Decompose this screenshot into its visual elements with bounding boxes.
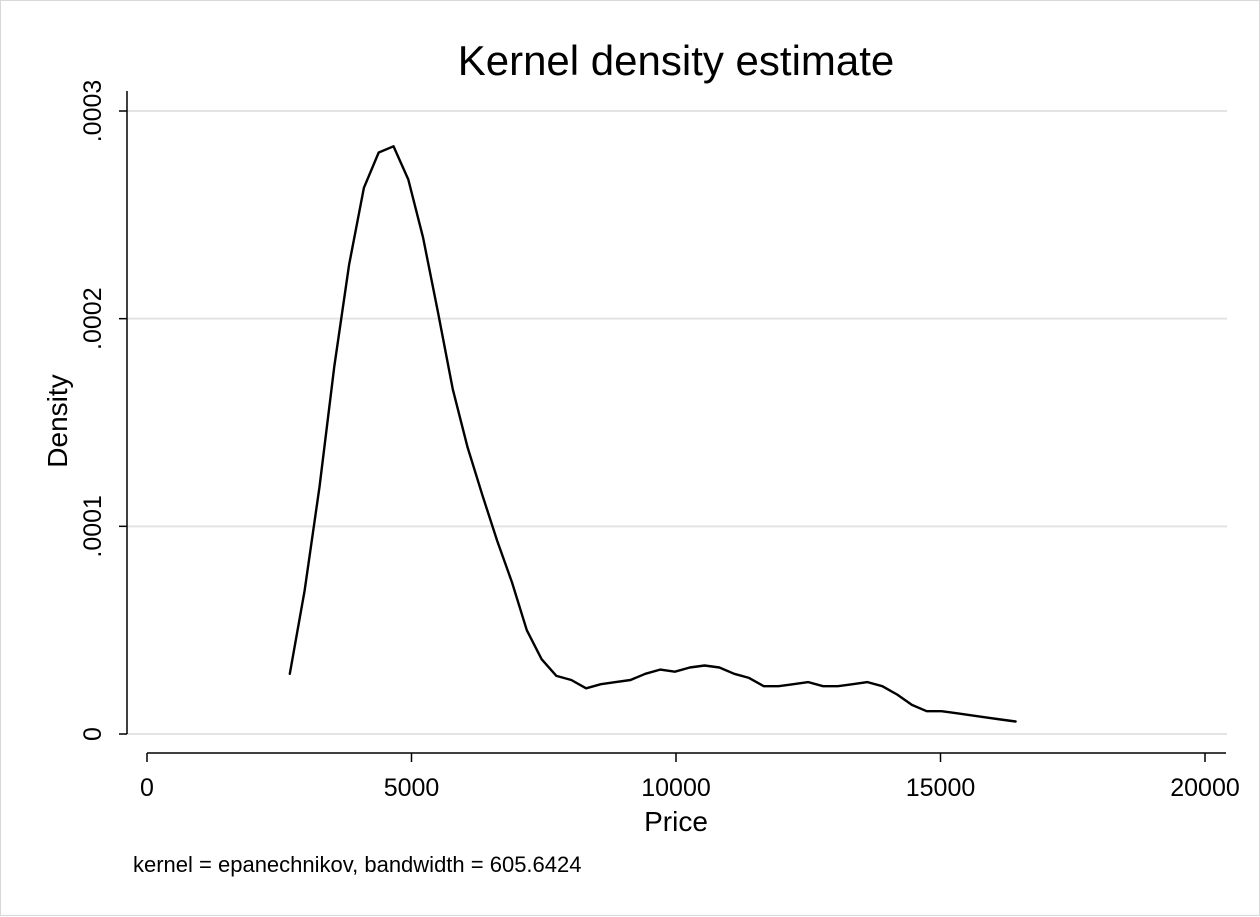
density-series — [288, 145, 1017, 723]
y-tick-label-2: .0002 — [79, 287, 107, 350]
density-line-0 — [288, 145, 1017, 723]
y-tick-label-1: .0001 — [79, 495, 107, 558]
x-tick-label-3: 15000 — [906, 774, 976, 802]
x-tick-label-1: 5000 — [384, 774, 440, 802]
x-tick-label-4: 20000 — [1170, 774, 1240, 802]
y-axis-label: Density — [42, 374, 73, 467]
y-tick-label-3: .0003 — [79, 80, 107, 143]
x-tick-label-2: 10000 — [641, 774, 711, 802]
axes — [126, 91, 1226, 754]
axis-ticks: 0 .0001 .0002 .0003 0 5000 10000 15000 20000 — [79, 80, 1240, 802]
x-axis-label: Price — [644, 806, 708, 837]
y-tick-label-0: 0 — [79, 727, 107, 741]
kernel-note: kernel = epanechnikov, bandwidth = 605.6… — [133, 852, 582, 877]
chart-title: Kernel density estimate — [458, 37, 895, 84]
grid-lines — [127, 110, 1227, 735]
x-tick-label-0: 0 — [140, 774, 154, 802]
